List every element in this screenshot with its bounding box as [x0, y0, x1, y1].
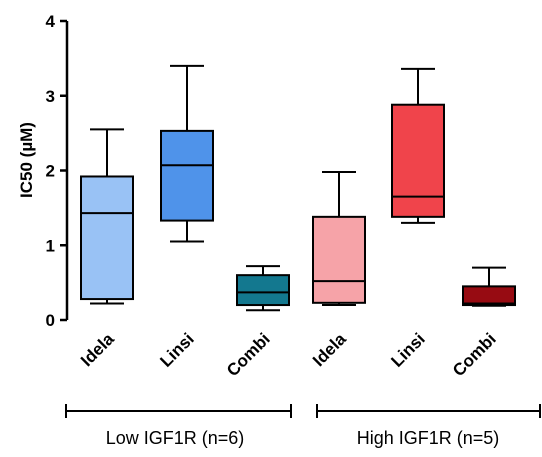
- box-iqr: [391, 103, 445, 218]
- y-axis-title: IC50 (µM): [17, 122, 36, 198]
- box-linsi-1: [160, 64, 214, 243]
- box-iqr: [462, 285, 516, 307]
- category-labels: Idela Linsi Combi Idela Linsi Combi: [77, 329, 500, 380]
- category-label: Linsi: [387, 329, 428, 370]
- category-label: Linsi: [156, 329, 197, 370]
- box-iqr: [236, 274, 290, 307]
- box-iqr: [312, 215, 366, 304]
- y-tick-label: 0: [46, 311, 55, 330]
- group-label: Low IGF1R (n=6): [106, 428, 245, 448]
- box-idela-3: [312, 170, 366, 307]
- group-brackets: Low IGF1R (n=6) High IGF1R (n=5): [65, 404, 541, 448]
- box-combi-5: [462, 266, 516, 307]
- y-tick-label: 4: [46, 12, 56, 31]
- y-axis: 0 1 2 3 4: [46, 12, 69, 330]
- category-label: Combi: [449, 329, 500, 380]
- category-label: Combi: [223, 329, 274, 380]
- box-idela-0: [80, 128, 134, 305]
- category-label: Idela: [309, 329, 350, 370]
- group-bracket-1: High IGF1R (n=5): [316, 404, 541, 448]
- group-bracket-0: Low IGF1R (n=6): [65, 404, 292, 448]
- box-linsi-4: [391, 67, 445, 224]
- y-tick-label: 2: [46, 162, 55, 181]
- box-combi-2: [236, 265, 290, 312]
- category-label: Idela: [77, 329, 118, 370]
- box-iqr: [160, 129, 214, 222]
- y-tick-label: 1: [46, 236, 55, 255]
- y-tick-label: 3: [46, 87, 55, 106]
- boxes-layer: [80, 64, 516, 312]
- group-label: High IGF1R (n=5): [357, 428, 500, 448]
- box-iqr: [80, 175, 134, 301]
